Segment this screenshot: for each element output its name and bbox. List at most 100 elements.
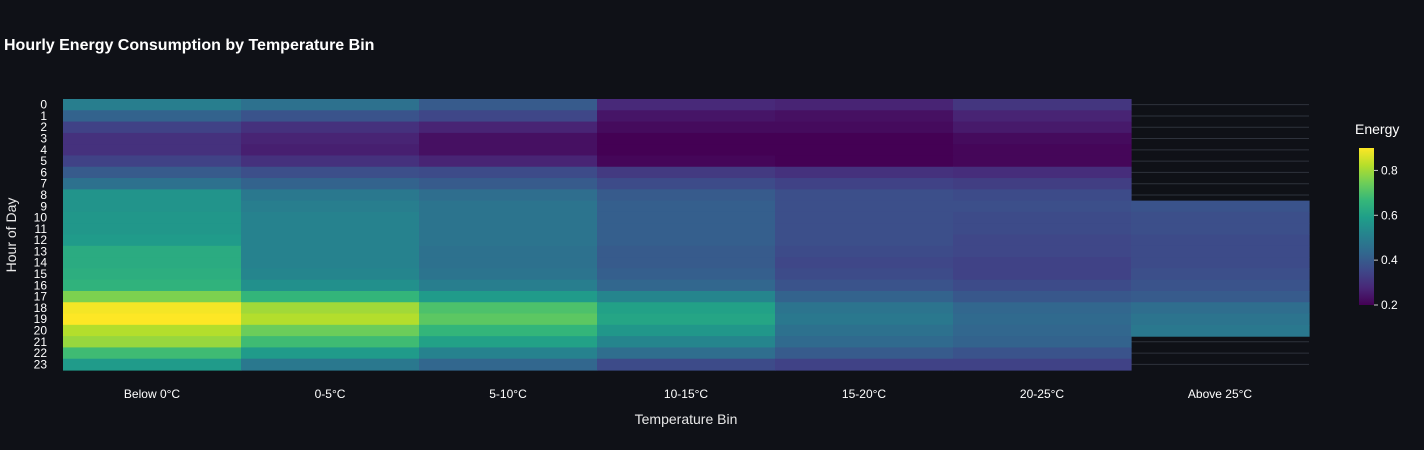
heatmap-cell bbox=[63, 279, 242, 292]
y-tick-label: 14 bbox=[34, 256, 48, 270]
heatmap-cell bbox=[419, 166, 598, 179]
heatmap-cell bbox=[1131, 313, 1310, 326]
heatmap-cell bbox=[241, 189, 420, 202]
heatmap-cell bbox=[597, 302, 776, 315]
heatmap-cell bbox=[241, 144, 420, 157]
heatmap-cell bbox=[953, 257, 1132, 269]
y-tick-label: 15 bbox=[34, 267, 48, 281]
heatmap-cells bbox=[63, 99, 1310, 371]
heatmap-cell bbox=[63, 99, 242, 111]
heatmap-cell bbox=[775, 121, 954, 134]
heatmap-cell bbox=[775, 279, 954, 292]
heatmap-cell bbox=[1131, 268, 1310, 281]
heatmap-cell bbox=[597, 189, 776, 202]
y-tick-label: 13 bbox=[34, 244, 48, 258]
y-tick-label: 8 bbox=[40, 188, 47, 202]
heatmap-cell bbox=[775, 234, 954, 247]
heatmap-cell bbox=[63, 234, 242, 247]
heatmap-cell bbox=[63, 132, 242, 145]
heatmap-cell bbox=[775, 189, 954, 202]
x-tick-label: 0-5°C bbox=[315, 387, 346, 401]
heatmap-cell bbox=[953, 121, 1132, 134]
colorbar: Energy 0.2 0.4 0.6 0.8 bbox=[1355, 121, 1399, 312]
heatmap-cell bbox=[597, 290, 776, 303]
heatmap-cell bbox=[775, 178, 954, 190]
heatmap-cell bbox=[775, 313, 954, 326]
heatmap-cell bbox=[953, 189, 1132, 202]
heatmap-cell bbox=[63, 121, 242, 134]
heatmap-cell bbox=[597, 279, 776, 292]
colorbar-tick-label: 0.6 bbox=[1381, 208, 1398, 222]
y-tick-label: 2 bbox=[40, 120, 47, 134]
heatmap-cell bbox=[597, 358, 776, 371]
heatmap-cell bbox=[63, 178, 242, 190]
heatmap-cell bbox=[597, 234, 776, 247]
y-tick-label: 0 bbox=[40, 98, 47, 112]
heatmap-cell bbox=[1131, 302, 1310, 315]
heatmap-cell bbox=[953, 302, 1132, 315]
heatmap-cell bbox=[241, 358, 420, 371]
heatmap-cell bbox=[953, 155, 1132, 168]
heatmap-cell bbox=[597, 245, 776, 258]
heatmap-cell bbox=[63, 358, 242, 371]
heatmap-cell bbox=[241, 166, 420, 179]
heatmap-cell bbox=[775, 110, 954, 123]
heatmap-cell bbox=[953, 166, 1132, 179]
heatmap-cell bbox=[241, 245, 420, 258]
heatmap-cell bbox=[63, 245, 242, 258]
heatmap-cell bbox=[241, 290, 420, 303]
heatmap-cell bbox=[63, 336, 242, 349]
heatmap-cell bbox=[241, 99, 420, 111]
y-tick-label: 10 bbox=[34, 211, 48, 225]
heatmap-cell bbox=[63, 302, 242, 315]
heatmap-cell bbox=[597, 268, 776, 281]
heatmap-cell bbox=[1131, 200, 1310, 213]
colorbar-tick-label: 0.8 bbox=[1381, 163, 1398, 177]
heatmap-cell bbox=[419, 313, 598, 326]
heatmap-cell bbox=[241, 178, 420, 190]
heatmap-cell bbox=[63, 324, 242, 337]
heatmap-cell bbox=[953, 200, 1132, 213]
heatmap-cell bbox=[63, 144, 242, 157]
heatmap-cell bbox=[775, 200, 954, 213]
heatmap-cell bbox=[419, 290, 598, 303]
heatmap-cell bbox=[241, 211, 420, 224]
y-tick-label: 18 bbox=[34, 301, 48, 315]
heatmap-cell bbox=[775, 144, 954, 157]
heatmap-cell bbox=[63, 110, 242, 123]
heatmap-cell bbox=[241, 279, 420, 292]
heatmap-cell bbox=[241, 313, 420, 326]
y-tick-label: 7 bbox=[40, 177, 47, 191]
heatmap-cell bbox=[953, 110, 1132, 123]
colorbar-tick-label: 0.4 bbox=[1381, 253, 1398, 267]
heatmap-cell bbox=[597, 313, 776, 326]
y-tick-label: 20 bbox=[34, 323, 48, 337]
heatmap-cell bbox=[775, 336, 954, 349]
heatmap-cell bbox=[953, 132, 1132, 145]
heatmap-cell bbox=[597, 223, 776, 236]
heatmap-cell bbox=[419, 245, 598, 258]
heatmap-cell bbox=[775, 99, 954, 111]
heatmap-cell bbox=[419, 279, 598, 292]
heatmap-cell bbox=[241, 324, 420, 337]
heatmap-cell bbox=[597, 211, 776, 224]
heatmap-cell bbox=[775, 132, 954, 145]
y-tick-label: 17 bbox=[34, 290, 48, 304]
heatmap-cell bbox=[775, 358, 954, 371]
heatmap-cell bbox=[953, 279, 1132, 292]
heatmap-cell bbox=[241, 302, 420, 315]
heatmap-cell bbox=[775, 257, 954, 269]
heatmap-cell bbox=[419, 324, 598, 337]
y-tick-label: 1 bbox=[40, 109, 47, 123]
heatmap-cell bbox=[775, 347, 954, 360]
y-tick-label: 9 bbox=[40, 199, 47, 213]
heatmap-cell bbox=[597, 144, 776, 157]
heatmap-cell bbox=[953, 347, 1132, 360]
heatmap-cell bbox=[241, 223, 420, 236]
x-tick-label: 5-10°C bbox=[489, 387, 527, 401]
y-tick-label: 22 bbox=[34, 346, 48, 360]
heatmap-cell bbox=[953, 99, 1132, 111]
heatmap-cell bbox=[953, 324, 1132, 337]
heatmap-cell bbox=[597, 347, 776, 360]
